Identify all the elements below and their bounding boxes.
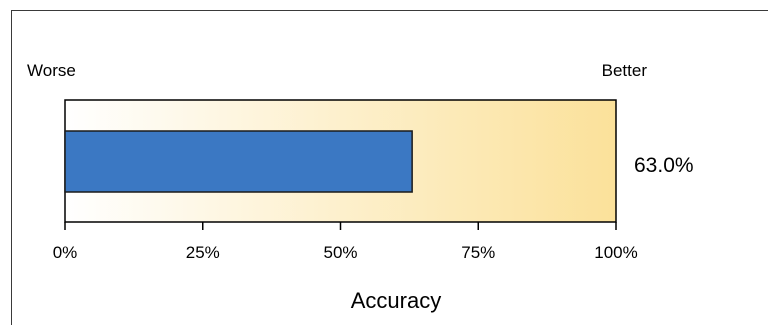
x-tick-label: 50%: [323, 243, 357, 262]
x-axis-title: Accuracy: [351, 288, 441, 313]
worse-label: Worse: [27, 61, 76, 80]
value-label: 63.0%: [634, 154, 694, 177]
x-tick-label: 25%: [186, 243, 220, 262]
x-tick-label: 100%: [594, 243, 637, 262]
accuracy-bar: [64, 130, 413, 193]
x-tick-label: 0%: [53, 243, 78, 262]
x-tick-label: 75%: [461, 243, 495, 262]
better-label: Better: [602, 61, 648, 80]
x-axis-ticks: 0% 25% 50% 75% 100%: [53, 222, 638, 262]
